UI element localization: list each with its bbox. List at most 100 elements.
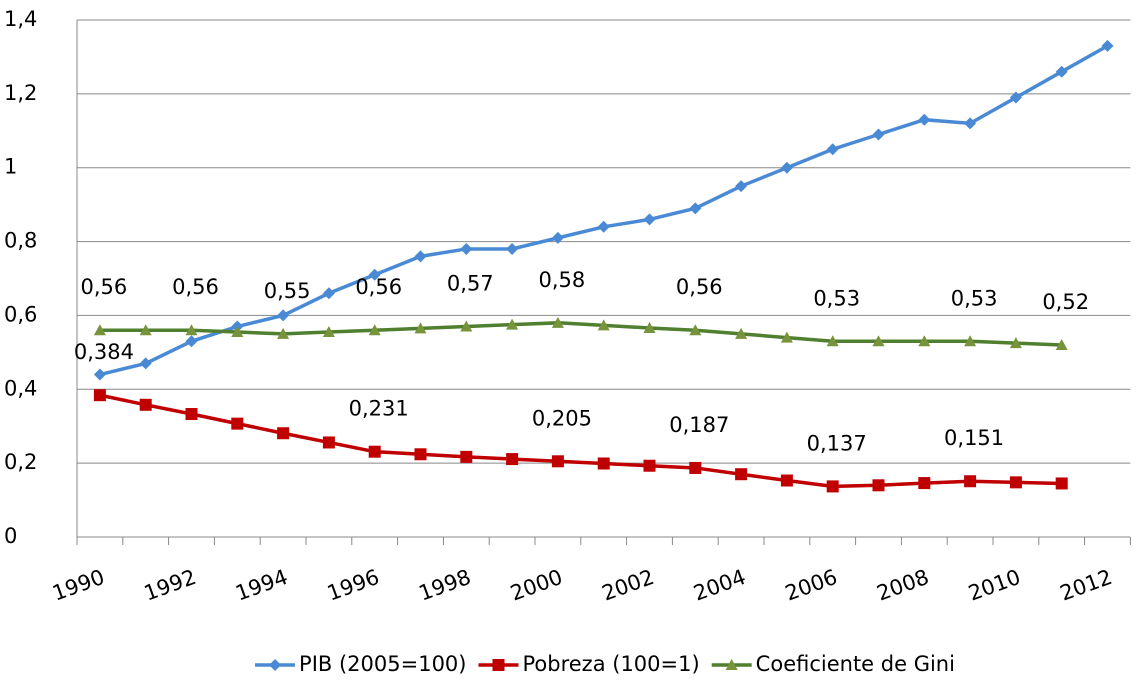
marker	[725, 659, 738, 670]
marker	[643, 213, 656, 226]
marker	[185, 408, 198, 421]
y-tick-label: 1,4	[4, 7, 37, 31]
marker	[269, 659, 282, 671]
data-label: 0,53	[813, 286, 860, 310]
marker	[460, 320, 473, 332]
x-tick-label: 2012	[1057, 565, 1115, 606]
y-tick-label: 0,4	[4, 376, 37, 400]
data-label: 0,56	[81, 275, 128, 299]
marker	[1055, 65, 1068, 78]
data-label: 0,53	[951, 286, 998, 310]
data-label: 0,205	[532, 406, 592, 430]
marker	[368, 445, 381, 458]
data-label: 0,57	[447, 272, 494, 296]
marker	[277, 309, 290, 322]
marker	[597, 457, 610, 470]
marker	[551, 316, 564, 328]
data-label: 0,187	[669, 413, 729, 437]
marker	[735, 180, 748, 193]
x-tick-label: 1996	[324, 565, 382, 606]
marker	[918, 113, 931, 126]
marker	[551, 231, 564, 244]
marker	[964, 475, 977, 488]
marker	[643, 321, 656, 333]
data-label: 0,151	[944, 426, 1004, 450]
data-label: 0,137	[807, 431, 867, 455]
marker	[918, 335, 931, 347]
data-label: 0,384	[74, 340, 134, 364]
marker	[185, 324, 198, 336]
x-tick-label: 2000	[507, 565, 565, 606]
marker	[414, 448, 427, 461]
marker	[597, 319, 610, 331]
marker	[643, 459, 656, 472]
x-tick-label: 2004	[690, 565, 748, 606]
marker	[322, 287, 335, 300]
marker	[551, 455, 564, 468]
marker	[185, 335, 198, 348]
legend: PIB (2005=100) Pobreza (100=1) Coeficiente…	[255, 652, 955, 676]
marker	[826, 143, 839, 156]
y-tick-label: 1	[4, 155, 17, 179]
marker	[689, 324, 702, 336]
marker	[872, 128, 885, 141]
x-tick-label: 2010	[965, 565, 1023, 606]
marker	[689, 461, 702, 474]
marker	[93, 389, 106, 402]
marker	[689, 202, 702, 215]
marker	[460, 450, 473, 463]
legend-label: Coeficiente de Gini	[756, 652, 955, 676]
y-tick-label: 0,6	[4, 302, 37, 326]
y-tick-label: 0,8	[4, 229, 37, 253]
marker	[460, 242, 473, 255]
legend-label: Pobreza (100=1)	[522, 652, 699, 676]
data-label: 0,56	[172, 275, 219, 299]
marker	[780, 474, 793, 487]
x-tick-label: 2002	[599, 565, 657, 606]
marker	[1009, 91, 1022, 104]
marker	[368, 268, 381, 281]
y-tick-label: 0,2	[4, 450, 37, 474]
marker	[1009, 337, 1022, 349]
marker	[231, 417, 244, 430]
marker	[872, 335, 885, 347]
marker	[826, 335, 839, 347]
x-tick-label: 1990	[49, 565, 107, 606]
series-line	[99, 321, 1062, 347]
marker	[93, 368, 106, 381]
x-tick-label: 2008	[874, 565, 932, 606]
x-tick-label: 2006	[782, 565, 840, 606]
marker	[492, 659, 505, 671]
marker	[597, 220, 610, 233]
data-label: 0,56	[676, 275, 723, 299]
marker	[322, 326, 335, 338]
marker	[826, 480, 839, 493]
marker	[277, 327, 290, 339]
marker	[1101, 39, 1114, 52]
marker	[735, 327, 748, 339]
marker	[139, 398, 152, 411]
x-tick-label: 1992	[141, 565, 199, 606]
marker	[414, 322, 427, 334]
marker	[322, 436, 335, 449]
series-line	[99, 393, 1062, 489]
data-label: 0,56	[355, 275, 402, 299]
data-label: 0,58	[539, 268, 586, 292]
y-tick-label: 0	[4, 524, 17, 548]
data-label: 0,55	[264, 279, 311, 303]
marker	[964, 335, 977, 347]
marker	[506, 318, 519, 330]
x-tick-label: 1994	[232, 565, 290, 606]
marker	[872, 479, 885, 492]
marker	[1055, 338, 1068, 350]
marker	[139, 324, 152, 336]
data-label: 0,52	[1042, 290, 1089, 314]
marker	[368, 324, 381, 336]
marker	[780, 331, 793, 343]
marker	[506, 453, 519, 466]
y-tick-label: 1,2	[4, 81, 37, 105]
marker	[414, 250, 427, 263]
marker	[139, 357, 152, 370]
marker	[780, 161, 793, 174]
